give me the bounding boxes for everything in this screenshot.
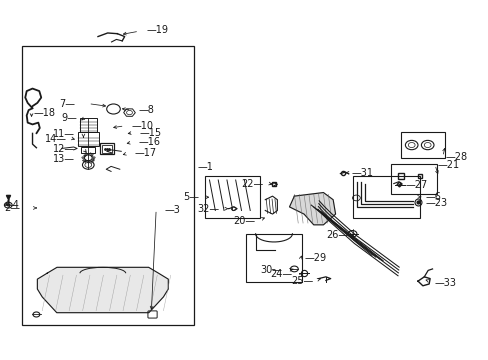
Text: —18: —18: [33, 108, 55, 118]
Bar: [22, 45, 194, 325]
Text: —4: —4: [3, 200, 19, 210]
Text: —16: —16: [138, 138, 160, 147]
Text: 9—: 9—: [61, 113, 77, 123]
Text: 32—: 32—: [197, 204, 219, 215]
Text: —1: —1: [197, 162, 213, 172]
Bar: [80, 118, 97, 132]
Bar: [78, 132, 99, 146]
Text: 24—: 24—: [270, 269, 292, 279]
Bar: [204, 176, 260, 218]
Text: —15: —15: [139, 129, 161, 138]
Polygon shape: [37, 267, 168, 313]
Text: —3: —3: [164, 206, 181, 216]
Text: —31: —31: [350, 168, 372, 178]
Text: —23: —23: [425, 198, 447, 208]
Text: —33: —33: [434, 278, 456, 288]
Text: 4: 4: [4, 199, 11, 210]
Text: 14—: 14—: [44, 134, 66, 144]
Text: —27: —27: [405, 180, 427, 190]
Bar: [102, 145, 112, 153]
Text: —10: —10: [131, 121, 153, 131]
Bar: [245, 234, 301, 282]
Text: 30—: 30—: [260, 265, 282, 275]
Bar: [81, 147, 95, 153]
Text: 25—: 25—: [291, 276, 313, 286]
Text: —21: —21: [436, 159, 459, 170]
Bar: [100, 143, 114, 154]
Text: 11—: 11—: [53, 130, 75, 139]
Text: 26—: 26—: [326, 230, 348, 240]
Text: 13—: 13—: [53, 154, 75, 164]
Polygon shape: [289, 193, 335, 225]
Text: —17: —17: [134, 148, 156, 158]
Bar: [400, 132, 444, 158]
Text: —19: —19: [146, 25, 168, 35]
Text: 5—: 5—: [183, 192, 199, 202]
Text: —6: —6: [425, 192, 440, 202]
Text: —29: —29: [304, 253, 325, 263]
Text: —8: —8: [138, 105, 154, 115]
Text: 7—: 7—: [59, 99, 75, 109]
Text: 22—: 22—: [241, 179, 263, 189]
Text: 2—: 2—: [4, 203, 20, 213]
Bar: [352, 176, 420, 218]
Text: 12—: 12—: [53, 144, 75, 154]
Bar: [390, 164, 436, 194]
Text: —28: —28: [445, 152, 467, 162]
Text: 20—: 20—: [233, 216, 255, 226]
